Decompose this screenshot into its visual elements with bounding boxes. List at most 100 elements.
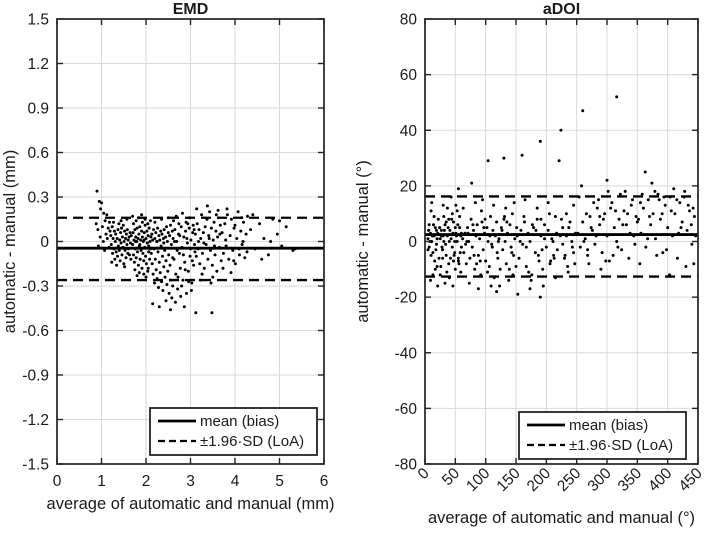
x-tick-label: 300 — [585, 465, 616, 496]
scatter-point — [564, 212, 568, 216]
scatter-point — [149, 251, 153, 255]
scatter-point — [438, 273, 442, 277]
scatter-point — [150, 262, 154, 266]
chart-svg: 0 50 100 150 200 250 300 350 400 450-80-60-40-200… — [354, 1, 707, 527]
scatter-point — [501, 248, 505, 252]
scatter-point — [482, 226, 486, 230]
scatter-point — [607, 259, 611, 263]
scatter-point — [512, 201, 516, 205]
scatter-point — [611, 253, 615, 257]
scatter-point — [588, 215, 592, 218]
scatter-point — [678, 201, 682, 205]
scatter-point — [228, 234, 232, 238]
scatter-point — [134, 219, 138, 223]
scatter-point — [536, 253, 540, 257]
plot-title: EMD — [173, 1, 209, 18]
legend: mean (bias) ±1.96·SD (LoA) — [149, 407, 318, 456]
scatter-point — [546, 201, 550, 205]
scatter-point — [464, 242, 468, 246]
scatter-point — [685, 228, 689, 232]
scatter-point — [543, 223, 546, 227]
scatter-point — [123, 229, 127, 233]
scatter-point — [181, 278, 185, 282]
scatter-point — [522, 215, 526, 218]
scatter-point — [251, 213, 255, 217]
scatter-point — [586, 248, 590, 252]
scatter-point — [440, 245, 444, 249]
scatter-point — [673, 212, 677, 216]
scatter-point — [147, 226, 151, 230]
scatter-point — [135, 226, 139, 230]
scatter-point — [459, 245, 463, 249]
scatter-point — [116, 228, 120, 232]
x-tick-label: 2 — [142, 473, 151, 490]
scatter-point — [561, 226, 565, 230]
scatter-point — [448, 228, 452, 232]
scatter-point — [441, 256, 445, 260]
scatter-point — [648, 215, 651, 218]
scatter-point — [537, 259, 541, 263]
scatter-point — [139, 238, 143, 242]
scatter-point — [99, 207, 103, 211]
legend-box — [518, 411, 687, 460]
scatter-point — [466, 226, 469, 230]
scatter-point — [455, 240, 459, 243]
scatter-point — [496, 240, 500, 243]
scatter-point — [176, 287, 180, 291]
scatter-point — [572, 203, 576, 207]
scatter-point — [497, 237, 501, 241]
x-tick-label: 100 — [463, 465, 494, 496]
scatter-point — [138, 243, 142, 246]
scatter-point — [223, 222, 227, 226]
scatter-point — [458, 251, 462, 255]
scatter-point — [146, 266, 150, 270]
scatter-point — [178, 234, 182, 238]
scatter-point — [581, 220, 585, 224]
scatter-point — [534, 228, 538, 232]
scatter-point — [116, 254, 119, 258]
y-tick-labels: -1.5 -1.2 -0.9 -0.6 -0.3 0 0.3 0.6 0.9 1.2 1.5 — [22, 12, 49, 474]
x-axis-label: average of automatic and manual (°) — [428, 509, 695, 527]
scatter-point — [660, 212, 664, 216]
scatter-point — [473, 267, 477, 271]
scatter-point — [187, 226, 191, 230]
scatter-point — [650, 181, 654, 185]
scatter-point — [260, 257, 264, 261]
legend-label: ±1.96·SD (LoA) — [569, 437, 673, 454]
scatter-point — [205, 204, 209, 208]
scatter-point — [443, 281, 447, 285]
scatter-point — [627, 256, 631, 260]
x-tick-label: 450 — [676, 465, 707, 496]
scatter-point — [137, 271, 141, 275]
y-tick-label: -0.3 — [22, 279, 49, 296]
scatter-point — [604, 259, 608, 263]
legend-label: mean (bias) — [200, 413, 279, 430]
scatter-point — [159, 229, 163, 233]
scatter-point — [153, 220, 157, 224]
scatter-point — [204, 243, 208, 246]
scatter-point — [644, 245, 648, 249]
scatter-point — [507, 278, 511, 282]
scatter-point — [475, 223, 479, 227]
scatter-point — [161, 237, 165, 240]
scatter-point — [535, 206, 539, 210]
scatter-point — [103, 248, 107, 252]
scatter-point — [505, 220, 509, 224]
scatter-point — [291, 248, 295, 252]
scatter-point — [125, 228, 129, 232]
y-tick-label: 0 — [40, 234, 49, 251]
scatter-point — [119, 241, 123, 245]
scatter-point — [495, 251, 499, 255]
scatter-point — [518, 240, 522, 243]
scatter-point — [227, 257, 231, 261]
scatter-point — [96, 244, 100, 248]
scatter-point — [580, 184, 583, 188]
legend-label: mean (bias) — [569, 417, 648, 434]
scatter-point — [449, 237, 453, 241]
scatter-point — [216, 208, 220, 212]
scatter-point — [560, 217, 563, 221]
scatter-point — [189, 238, 193, 242]
scatter-point — [470, 181, 474, 185]
scatter-point — [119, 231, 123, 235]
y-tick-label: 1.2 — [27, 56, 49, 73]
